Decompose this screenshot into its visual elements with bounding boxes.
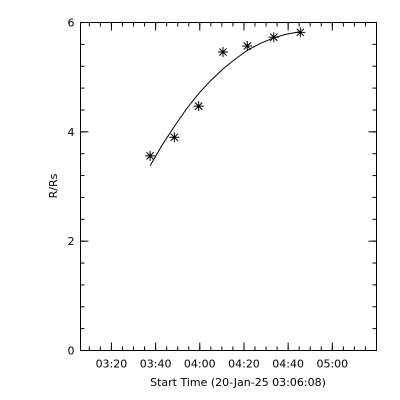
y-tick-label: 2 — [68, 235, 75, 248]
y-tick-label: 4 — [68, 126, 75, 139]
x-axis-label: Start Time (20-Jan-25 03:06:08) — [150, 376, 326, 389]
data-point — [268, 32, 279, 43]
y-axis-label: R/Rs — [47, 173, 60, 198]
data-point — [217, 47, 228, 58]
x-tick-label: 03:20 — [96, 358, 128, 371]
x-tick-label: 03:40 — [140, 358, 172, 371]
data-point — [242, 41, 253, 52]
data-point — [169, 132, 180, 143]
x-tick-label: 05:00 — [316, 358, 348, 371]
data-point — [295, 27, 306, 38]
data-points — [145, 27, 306, 161]
x-tick-label: 04:40 — [272, 358, 304, 371]
x-tick-label: 04:00 — [184, 358, 216, 371]
x-tick-label: 04:20 — [228, 358, 260, 371]
y-tick-label: 0 — [68, 345, 75, 358]
data-point — [193, 101, 204, 112]
plot-frame — [80, 22, 377, 351]
y-tick-label: 6 — [68, 17, 75, 30]
y-axis: 0 2 4 6 — [68, 17, 377, 358]
x-axis: 03:20 03:40 04:00 04:20 04:40 05:00 — [88, 22, 377, 371]
data-point — [145, 150, 156, 161]
